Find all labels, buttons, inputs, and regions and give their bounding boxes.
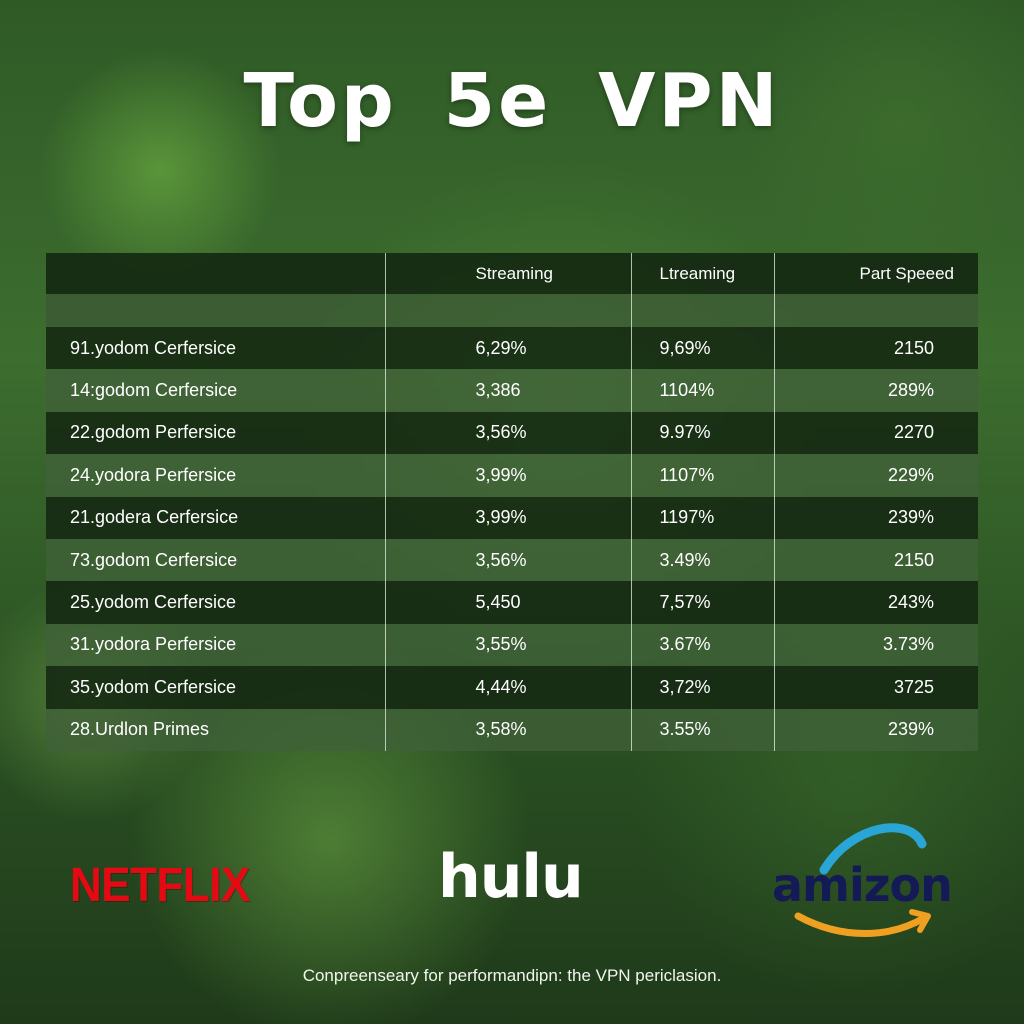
streaming-cell: 3,58% [384,708,631,751]
vpn-name-cell: 91.yodom Cerfersice [70,337,237,358]
hulu-logo: hulu [438,842,584,912]
table-header-row: Streaming Ltreaming Part Speeed [46,253,978,294]
streaming-cell: 3,99% [384,496,631,539]
part-speed-cell: 289% [773,369,978,412]
vpn-name-cell: 25.yodom Cerfersice [70,592,237,613]
vpn-name-cell: 31.yodora Perfersice [70,634,237,655]
part-speed-cell: 2270 [773,411,978,455]
streaming-cell: 3,56% [384,538,631,582]
ltreaming-cell: 9,69% [630,327,774,370]
ltreaming-cell: 1104% [630,369,774,412]
amazon-wordmark: amizon [772,858,953,912]
vpn-comparison-table: Streaming Ltreaming Part Speeed 91.yodom… [46,253,978,751]
table-row: 14:godom Cerfersice 3,386 1104% 289% [46,369,978,412]
table-row: 35.yodom Cerfersice 4,44% 3,72% 3725 [46,666,978,709]
vpn-name-cell: 35.yodom Cerfersice [70,676,237,697]
part-speed-cell: 2150 [773,538,978,582]
table-row: 91.yodom Cerfersice 6,29% 9,69% 2150 [46,327,978,370]
amazon-smile-icon [794,909,931,937]
ltreaming-cell: 1107% [630,454,774,497]
part-speed-cell: 243% [773,581,978,624]
vpn-name-cell: 24.yodora Perfersice [70,464,237,485]
table-row: 22.godom Perfersice 3,56% 9.97% 2270 [46,411,978,455]
footer-caption: Conpreenseary for performandipn: the VPN… [302,966,722,985]
amazon-logo: amizon [772,818,972,938]
streaming-cell: 4,44% [384,666,631,709]
streaming-cell: 3,55% [384,623,631,667]
table-spacer-row [46,294,978,327]
part-speed-cell: 229% [773,454,978,497]
column-header-name [46,253,385,294]
vpn-name-cell: 28.Urdlon Primes [70,719,210,740]
ltreaming-cell: 9.97% [630,411,774,455]
streaming-cell: 3,386 [384,369,631,412]
netflix-logo: NETFLIX [70,858,250,912]
table-row: 25.yodom Cerfersice 5,450 7,57% 243% [46,581,978,624]
table-row: 21.godera Cerfersice 3,99% 1197% 239% [46,496,978,539]
vpn-name-cell: 14:godom Cerfersice [70,380,238,401]
part-speed-cell: 3.73% [773,623,978,667]
table-row: 24.yodora Perfersice 3,99% 1107% 229% [46,454,978,497]
ltreaming-cell: 7,57% [630,581,774,624]
part-speed-cell: 239% [773,708,978,751]
vpn-name-cell: 73.godom Cerfersice [70,549,238,570]
part-speed-cell: 239% [773,496,978,539]
page-title: Top 5e VPN [243,58,781,144]
table-row: 28.Urdlon Primes 3,58% 3.55% 239% [46,708,978,751]
table-row: 31.yodora Perfersice 3,55% 3.67% 3.73% [46,623,978,667]
streaming-cell: 3,56% [384,411,631,455]
ltreaming-cell: 3.49% [630,538,774,582]
ltreaming-cell: 1197% [630,496,774,539]
table-row: 73.godom Cerfersice 3,56% 3.49% 2150 [46,538,978,582]
streaming-cell: 3,99% [384,454,631,497]
ltreaming-cell: 3.55% [630,708,774,751]
streaming-cell: 6,29% [384,327,631,370]
ltreaming-cell: 3,72% [630,666,774,709]
column-header-part-speed: Part Speeed [773,253,978,294]
vpn-name-cell: 22.godom Perfersice [70,422,237,443]
column-header-streaming: Streaming [384,253,631,294]
streaming-cell: 5,450 [384,581,631,624]
ltreaming-cell: 3.67% [630,623,774,667]
part-speed-cell: 3725 [773,666,978,709]
column-header-ltreaming: Ltreaming [630,253,774,294]
vpn-name-cell: 21.godera Cerfersice [70,507,239,528]
part-speed-cell: 2150 [773,327,978,370]
amazon-arc-icon [819,823,927,875]
